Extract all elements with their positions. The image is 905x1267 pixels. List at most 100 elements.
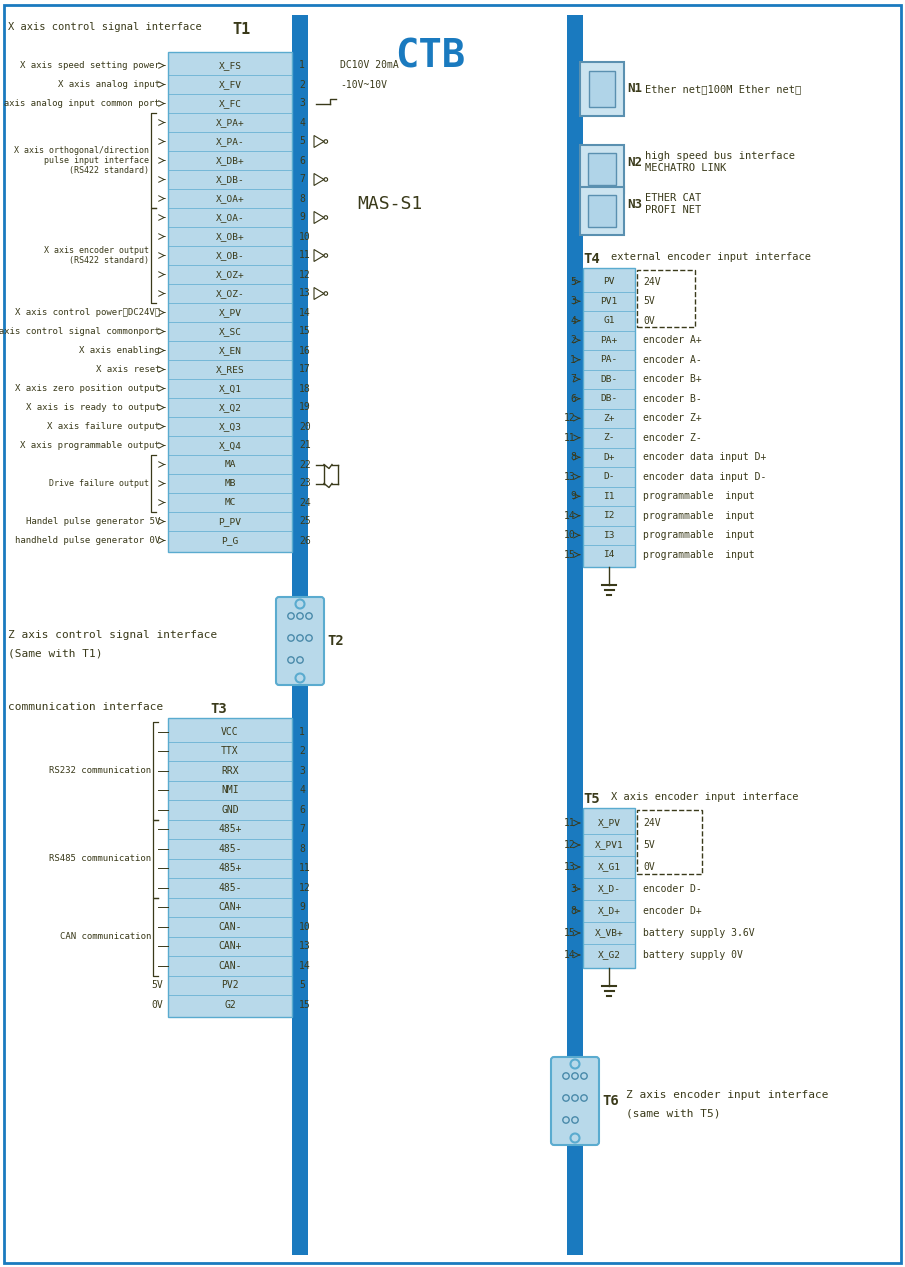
Text: X_OZ-: X_OZ-	[215, 289, 244, 298]
FancyBboxPatch shape	[168, 52, 292, 552]
Text: 6: 6	[299, 805, 305, 815]
Text: MB: MB	[224, 479, 235, 488]
Text: NMI: NMI	[221, 786, 239, 796]
Text: X_PV: X_PV	[218, 308, 242, 317]
Text: Z axis control signal interface: Z axis control signal interface	[8, 630, 217, 640]
Text: 11: 11	[564, 818, 576, 829]
FancyBboxPatch shape	[588, 195, 616, 227]
Text: P_G: P_G	[222, 536, 239, 545]
Text: Handel pulse generator 5V: Handel pulse generator 5V	[25, 517, 160, 526]
Text: TTX: TTX	[221, 746, 239, 756]
Text: X_FC: X_FC	[218, 99, 242, 108]
FancyBboxPatch shape	[276, 597, 324, 685]
Text: I2: I2	[604, 512, 614, 521]
Text: 6: 6	[299, 156, 305, 166]
Text: X_OZ+: X_OZ+	[215, 270, 244, 279]
Text: 7: 7	[299, 175, 305, 185]
FancyBboxPatch shape	[589, 71, 615, 106]
Text: 17: 17	[299, 365, 310, 375]
Text: X_PA+: X_PA+	[215, 118, 244, 127]
Text: encoder B-: encoder B-	[643, 394, 701, 404]
Text: 12: 12	[299, 270, 310, 280]
Text: X axis programmable output: X axis programmable output	[20, 441, 160, 450]
Text: Ether net（100M Ether net）: Ether net（100M Ether net）	[645, 84, 801, 94]
Text: 5V: 5V	[643, 296, 654, 307]
Text: X axis failure output: X axis failure output	[47, 422, 160, 431]
Text: PV2: PV2	[221, 981, 239, 991]
Text: D-: D-	[604, 473, 614, 481]
Text: X_RES: X_RES	[215, 365, 244, 374]
Text: G2: G2	[224, 1000, 236, 1010]
Text: 10: 10	[299, 922, 310, 931]
Text: VCC: VCC	[221, 727, 239, 736]
Text: 13: 13	[299, 289, 310, 299]
Text: 12: 12	[564, 840, 576, 850]
FancyBboxPatch shape	[580, 62, 624, 117]
Text: 9: 9	[570, 492, 576, 502]
Text: X_FS: X_FS	[218, 61, 242, 70]
Text: X_PV1: X_PV1	[595, 840, 624, 849]
Text: N1: N1	[627, 82, 642, 95]
Text: 485-: 485-	[218, 844, 242, 854]
Text: N2: N2	[627, 156, 642, 169]
Text: X_SC: X_SC	[218, 327, 242, 336]
Text: 485+: 485+	[218, 825, 242, 834]
Text: X_PV: X_PV	[597, 818, 621, 827]
Text: PA-: PA-	[600, 355, 617, 364]
Text: G1: G1	[604, 317, 614, 326]
Text: 1: 1	[299, 727, 305, 736]
Text: programmable  input: programmable input	[643, 511, 755, 521]
Text: X axis encoder output
(RS422 standard): X axis encoder output (RS422 standard)	[44, 246, 149, 265]
FancyBboxPatch shape	[580, 144, 624, 193]
Text: high speed bus interface
MECHATRO LINK: high speed bus interface MECHATRO LINK	[645, 151, 795, 172]
Text: X_G1: X_G1	[597, 863, 621, 872]
Text: X axis analog input: X axis analog input	[58, 80, 160, 89]
Text: 9: 9	[299, 902, 305, 912]
Text: 7: 7	[299, 825, 305, 834]
Text: T4: T4	[583, 252, 600, 266]
Text: 15: 15	[299, 327, 310, 337]
Text: 24V: 24V	[643, 276, 661, 286]
Text: DB-: DB-	[600, 394, 617, 403]
Text: 3: 3	[570, 884, 576, 895]
Text: 25: 25	[299, 517, 310, 527]
FancyBboxPatch shape	[588, 153, 616, 185]
Text: programmable  input: programmable input	[643, 492, 755, 502]
Text: 22: 22	[299, 460, 310, 470]
FancyBboxPatch shape	[551, 1057, 599, 1145]
Text: Drive failure output: Drive failure output	[49, 479, 149, 488]
Text: PV1: PV1	[600, 296, 617, 305]
Text: 15: 15	[564, 927, 576, 938]
Text: 0V: 0V	[643, 315, 654, 326]
Text: 4: 4	[570, 315, 576, 326]
Text: 18: 18	[299, 384, 310, 394]
Text: DC10V 20mA: DC10V 20mA	[340, 61, 399, 71]
Text: X_OB+: X_OB+	[215, 232, 244, 241]
Text: X axis enabling: X axis enabling	[80, 346, 160, 355]
Text: 14: 14	[564, 511, 576, 521]
Text: encoder data input D-: encoder data input D-	[643, 471, 767, 481]
Text: 11: 11	[564, 433, 576, 442]
Text: 8: 8	[299, 194, 305, 204]
Text: T2: T2	[327, 634, 344, 647]
Text: CAN communication: CAN communication	[60, 933, 151, 941]
Text: 14: 14	[299, 960, 310, 971]
Text: Z-: Z-	[604, 433, 614, 442]
Text: X axis orthogonal/direction
 pulse input interface
(RS422 standard): X axis orthogonal/direction pulse input …	[14, 146, 149, 175]
Text: CAN-: CAN-	[218, 922, 242, 931]
Text: PA+: PA+	[600, 336, 617, 345]
Text: 5: 5	[299, 137, 305, 147]
Text: 485-: 485-	[218, 883, 242, 893]
Text: RS485 communication: RS485 communication	[49, 854, 151, 863]
Text: 0V: 0V	[151, 1000, 163, 1010]
Text: external encoder input interface: external encoder input interface	[611, 252, 811, 262]
Text: encoder B+: encoder B+	[643, 374, 701, 384]
Text: P_PV: P_PV	[218, 517, 242, 526]
Text: MA: MA	[224, 460, 235, 469]
Text: 15: 15	[564, 550, 576, 560]
Text: programmable  input: programmable input	[643, 531, 755, 540]
FancyBboxPatch shape	[168, 718, 292, 1016]
Text: 14: 14	[299, 308, 310, 318]
Text: encoder A+: encoder A+	[643, 336, 701, 345]
Text: 5V: 5V	[151, 981, 163, 991]
